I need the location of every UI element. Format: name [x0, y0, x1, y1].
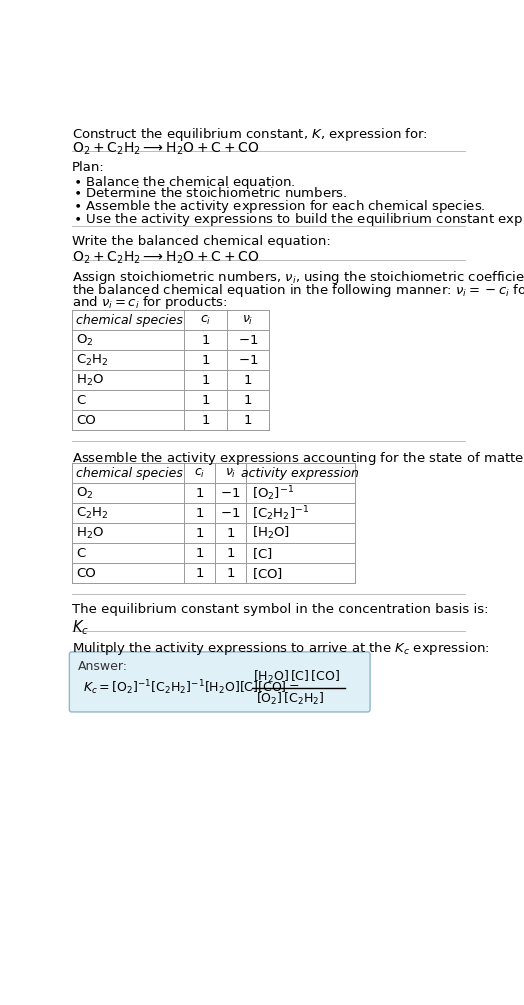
Text: 1: 1 — [195, 547, 204, 560]
Text: $\mathrm{H_2O}$: $\mathrm{H_2O}$ — [77, 526, 104, 541]
Text: $[\mathrm{C}]$: $[\mathrm{C}]$ — [252, 546, 273, 561]
Text: Plan:: Plan: — [72, 161, 104, 174]
Text: $[\mathrm{H_2O}]\,[\mathrm{C}]\,[\mathrm{CO}]$: $[\mathrm{H_2O}]\,[\mathrm{C}]\,[\mathrm… — [253, 669, 340, 685]
Text: the balanced chemical equation in the following manner: $\nu_i = -c_i$ for react: the balanced chemical equation in the fo… — [72, 281, 524, 298]
Text: Mulitply the activity expressions to arrive at the $K_c$ expression:: Mulitply the activity expressions to arr… — [72, 640, 489, 657]
Text: $\bullet$ Balance the chemical equation.: $\bullet$ Balance the chemical equation. — [73, 174, 296, 191]
Text: $[\mathrm{C_2H_2}]^{-1}$: $[\mathrm{C_2H_2}]^{-1}$ — [252, 504, 310, 523]
Text: $\mathrm{O_2}$: $\mathrm{O_2}$ — [77, 333, 94, 348]
Text: $-1$: $-1$ — [238, 354, 258, 367]
Text: 1: 1 — [201, 394, 210, 407]
Text: $[\mathrm{H_2O}]$: $[\mathrm{H_2O}]$ — [252, 526, 290, 542]
Text: $[\mathrm{O_2}]^{-1}$: $[\mathrm{O_2}]^{-1}$ — [252, 484, 294, 502]
Text: 1: 1 — [201, 334, 210, 347]
Text: $-1$: $-1$ — [221, 507, 241, 520]
Text: $[\mathrm{CO}]$: $[\mathrm{CO}]$ — [252, 566, 283, 581]
Text: $-1$: $-1$ — [221, 486, 241, 499]
FancyBboxPatch shape — [69, 652, 370, 712]
Text: $-1$: $-1$ — [238, 334, 258, 347]
Text: $c_i$: $c_i$ — [194, 466, 205, 479]
Text: chemical species: chemical species — [77, 314, 183, 327]
Text: $\mathrm{C_2H_2}$: $\mathrm{C_2H_2}$ — [77, 353, 109, 368]
Text: $1$: $1$ — [226, 567, 235, 580]
Text: $1$: $1$ — [243, 414, 253, 427]
Text: $\mathrm{O_2 + C_2H_2 \longrightarrow H_2O + C + CO}$: $\mathrm{O_2 + C_2H_2 \longrightarrow H_… — [72, 249, 259, 265]
Text: 1: 1 — [195, 507, 204, 520]
Text: Assemble the activity expressions accounting for the state of matter and $\nu_i$: Assemble the activity expressions accoun… — [72, 450, 524, 467]
Text: $1$: $1$ — [226, 527, 235, 540]
Text: CO: CO — [77, 567, 96, 580]
Text: Answer:: Answer: — [78, 660, 128, 673]
Text: 1: 1 — [195, 567, 204, 580]
Text: $1$: $1$ — [243, 394, 253, 407]
Text: C: C — [77, 394, 85, 407]
Text: 1: 1 — [195, 486, 204, 499]
Text: and $\nu_i = c_i$ for products:: and $\nu_i = c_i$ for products: — [72, 293, 227, 311]
Text: 1: 1 — [201, 374, 210, 387]
Text: Assign stoichiometric numbers, $\nu_i$, using the stoichiometric coefficients, $: Assign stoichiometric numbers, $\nu_i$, … — [72, 269, 524, 286]
Text: Construct the equilibrium constant, $K$, expression for:: Construct the equilibrium constant, $K$,… — [72, 126, 428, 143]
Text: C: C — [77, 547, 85, 560]
Text: $\bullet$ Determine the stoichiometric numbers.: $\bullet$ Determine the stoichiometric n… — [73, 186, 348, 200]
Text: chemical species: chemical species — [77, 466, 183, 479]
Text: $\mathrm{C_2H_2}$: $\mathrm{C_2H_2}$ — [77, 506, 109, 521]
Text: $\bullet$ Assemble the activity expression for each chemical species.: $\bullet$ Assemble the activity expressi… — [73, 198, 486, 215]
Text: $\nu_i$: $\nu_i$ — [225, 466, 236, 479]
Text: $c_i$: $c_i$ — [200, 314, 211, 327]
Text: $\mathrm{H_2O}$: $\mathrm{H_2O}$ — [77, 373, 104, 388]
Text: 1: 1 — [195, 527, 204, 540]
Text: $\mathrm{O_2}$: $\mathrm{O_2}$ — [77, 485, 94, 500]
Text: $\bullet$ Use the activity expressions to build the equilibrium constant express: $\bullet$ Use the activity expressions t… — [73, 211, 524, 228]
Text: CO: CO — [77, 414, 96, 427]
Text: $K_c$: $K_c$ — [72, 619, 89, 637]
Text: $[\mathrm{O_2}]\,[\mathrm{C_2H_2}]$: $[\mathrm{O_2}]\,[\mathrm{C_2H_2}]$ — [256, 690, 325, 707]
Text: The equilibrium constant symbol in the concentration basis is:: The equilibrium constant symbol in the c… — [72, 603, 488, 616]
Text: $K_c = [\mathrm{O_2}]^{-1} [\mathrm{C_2H_2}]^{-1} [\mathrm{H_2O}] [\mathrm{C}] [: $K_c = [\mathrm{O_2}]^{-1} [\mathrm{C_2H… — [83, 678, 299, 697]
Text: 1: 1 — [201, 354, 210, 367]
Text: activity expression: activity expression — [242, 466, 359, 479]
Text: $\nu_i$: $\nu_i$ — [242, 314, 254, 327]
Text: $1$: $1$ — [243, 374, 253, 387]
Text: $\mathrm{O_2 + C_2H_2 \longrightarrow H_2O + C + CO}$: $\mathrm{O_2 + C_2H_2 \longrightarrow H_… — [72, 141, 259, 157]
Text: 1: 1 — [201, 414, 210, 427]
Text: Write the balanced chemical equation:: Write the balanced chemical equation: — [72, 235, 331, 248]
Text: $1$: $1$ — [226, 547, 235, 560]
